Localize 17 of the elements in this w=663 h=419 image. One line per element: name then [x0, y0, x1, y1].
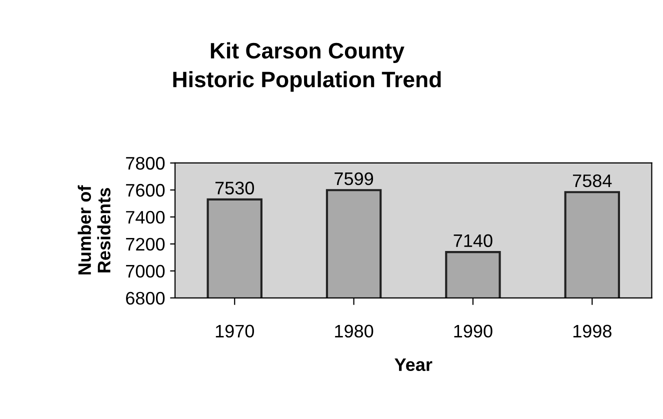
data-label: 7599 [334, 172, 374, 186]
y-tick-label: 7800 [126, 156, 165, 170]
x-tick-label: 1980 [335, 324, 374, 338]
chart-title: Kit Carson County Historic Population Trend [173, 42, 441, 92]
y-tick-label: 7200 [126, 238, 165, 251]
y-tick-label: 7400 [126, 210, 165, 224]
data-label: 7140 [454, 234, 492, 248]
x-tick-label: 1990 [454, 324, 492, 338]
y-tick-label: 7600 [126, 184, 165, 197]
y-axis-title: Number of Residents [78, 185, 110, 274]
y-tick-label: 7000 [126, 264, 165, 278]
data-label: 7530 [215, 182, 254, 194]
x-tick-label: 1998 [573, 324, 612, 338]
x-tick-label: 1970 [216, 324, 254, 338]
y-tick-label: 6800 [126, 292, 165, 305]
data-label: 7584 [572, 174, 612, 188]
x-axis-title: Year [394, 358, 432, 372]
